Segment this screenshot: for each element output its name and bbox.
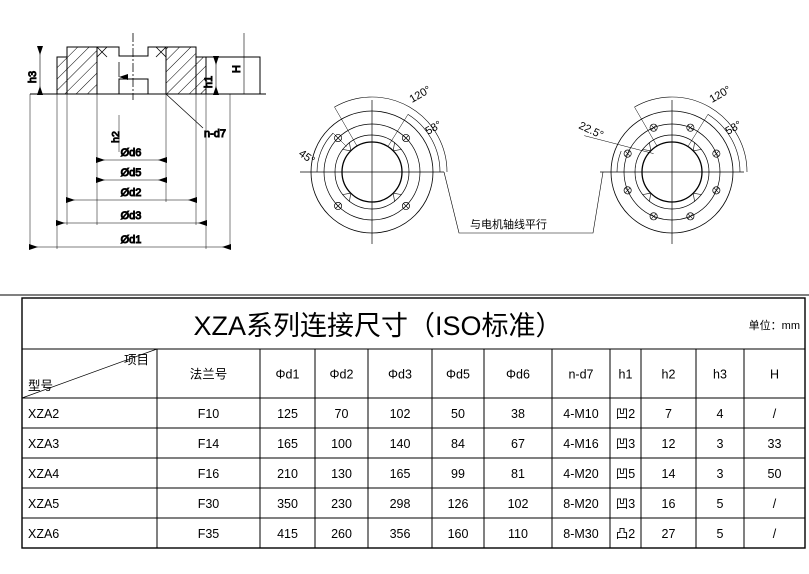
svg-text:16: 16 <box>662 497 676 511</box>
svg-text:/: / <box>773 497 777 511</box>
svg-text:Ød3: Ød3 <box>121 210 142 222</box>
svg-text:Ød1: Ød1 <box>121 234 142 246</box>
svg-text:Ød6: Ød6 <box>121 147 142 159</box>
svg-text:12: 12 <box>662 437 676 451</box>
svg-text:XZA2: XZA2 <box>28 407 59 421</box>
svg-text:与电机轴线平行: 与电机轴线平行 <box>470 217 547 231</box>
svg-text:415: 415 <box>277 527 298 541</box>
svg-text:67: 67 <box>511 437 525 451</box>
svg-text:h2: h2 <box>662 368 676 382</box>
svg-text:8-M20: 8-M20 <box>563 497 598 511</box>
svg-text:项目: 项目 <box>124 353 149 367</box>
svg-text:h1: h1 <box>619 368 633 382</box>
svg-text:凹3: 凹3 <box>616 497 636 511</box>
svg-text:H: H <box>770 368 779 382</box>
svg-text:凹5: 凹5 <box>616 467 636 481</box>
svg-text:50: 50 <box>451 407 465 421</box>
svg-text:126: 126 <box>448 497 469 511</box>
svg-text:单位：mm: 单位：mm <box>749 318 800 332</box>
svg-text:8-M30: 8-M30 <box>563 527 598 541</box>
svg-text:160: 160 <box>448 527 469 541</box>
svg-text:27: 27 <box>662 527 676 541</box>
svg-text:Φd6: Φd6 <box>506 368 530 382</box>
svg-text:F10: F10 <box>198 407 220 421</box>
svg-text:350: 350 <box>277 497 298 511</box>
svg-text:38: 38 <box>511 407 525 421</box>
svg-text:F30: F30 <box>198 497 220 511</box>
svg-text:50: 50 <box>768 467 782 481</box>
svg-text:210: 210 <box>277 467 298 481</box>
svg-text:XZA系列连接尺寸（ISO标准）: XZA系列连接尺寸（ISO标准） <box>193 311 562 341</box>
svg-text:Φd2: Φd2 <box>330 368 354 382</box>
svg-text:/: / <box>773 527 777 541</box>
svg-text:110: 110 <box>508 527 528 541</box>
svg-text:凸2: 凸2 <box>616 527 636 541</box>
svg-text:4-M16: 4-M16 <box>563 437 598 451</box>
svg-text:型号: 型号 <box>28 379 53 393</box>
svg-text:h2: h2 <box>110 131 122 143</box>
svg-text:F14: F14 <box>198 437 220 451</box>
svg-text:凹3: 凹3 <box>616 437 636 451</box>
svg-text:3: 3 <box>717 467 724 481</box>
svg-text:h1: h1 <box>203 76 215 88</box>
svg-text:165: 165 <box>277 437 298 451</box>
svg-text:XZA5: XZA5 <box>28 497 59 511</box>
svg-text:7: 7 <box>665 407 672 421</box>
svg-text:Φd5: Φd5 <box>446 368 470 382</box>
svg-text:4-M10: 4-M10 <box>563 407 598 421</box>
svg-text:356: 356 <box>390 527 411 541</box>
svg-text:260: 260 <box>331 527 352 541</box>
svg-text:70: 70 <box>335 407 349 421</box>
svg-text:140: 140 <box>390 437 411 451</box>
svg-text:Φd3: Φd3 <box>388 368 412 382</box>
svg-text:Ød2: Ød2 <box>121 187 142 199</box>
svg-text:125: 125 <box>277 407 298 421</box>
svg-text:F16: F16 <box>198 467 220 481</box>
svg-text:5: 5 <box>717 527 724 541</box>
svg-text:99: 99 <box>451 467 465 481</box>
svg-text:298: 298 <box>390 497 411 511</box>
svg-text:XZA3: XZA3 <box>28 437 59 451</box>
svg-text:Φd1: Φd1 <box>276 368 300 382</box>
svg-text:5: 5 <box>717 497 724 511</box>
svg-text:230: 230 <box>331 497 352 511</box>
svg-text:165: 165 <box>390 467 411 481</box>
svg-text:4-M20: 4-M20 <box>563 467 598 481</box>
svg-text:102: 102 <box>390 407 411 421</box>
svg-text:h3: h3 <box>27 71 39 83</box>
svg-text:33: 33 <box>768 437 782 451</box>
svg-text:3: 3 <box>717 437 724 451</box>
svg-text:凹2: 凹2 <box>616 407 636 421</box>
svg-text:100: 100 <box>331 437 352 451</box>
svg-text:n-d7: n-d7 <box>204 128 226 140</box>
svg-text:Ød5: Ød5 <box>121 167 142 179</box>
svg-text:84: 84 <box>451 437 465 451</box>
svg-text:/: / <box>773 407 777 421</box>
svg-text:XZA4: XZA4 <box>28 467 59 481</box>
svg-text:XZA6: XZA6 <box>28 527 59 541</box>
svg-text:130: 130 <box>331 467 352 481</box>
svg-text:102: 102 <box>508 497 529 511</box>
svg-text:H: H <box>231 65 243 73</box>
svg-text:h3: h3 <box>713 368 727 382</box>
svg-text:4: 4 <box>717 407 724 421</box>
svg-text:F35: F35 <box>198 527 220 541</box>
svg-text:81: 81 <box>511 467 525 481</box>
svg-text:n-d7: n-d7 <box>568 368 593 382</box>
svg-text:14: 14 <box>662 467 676 481</box>
svg-text:法兰号: 法兰号 <box>190 368 228 382</box>
